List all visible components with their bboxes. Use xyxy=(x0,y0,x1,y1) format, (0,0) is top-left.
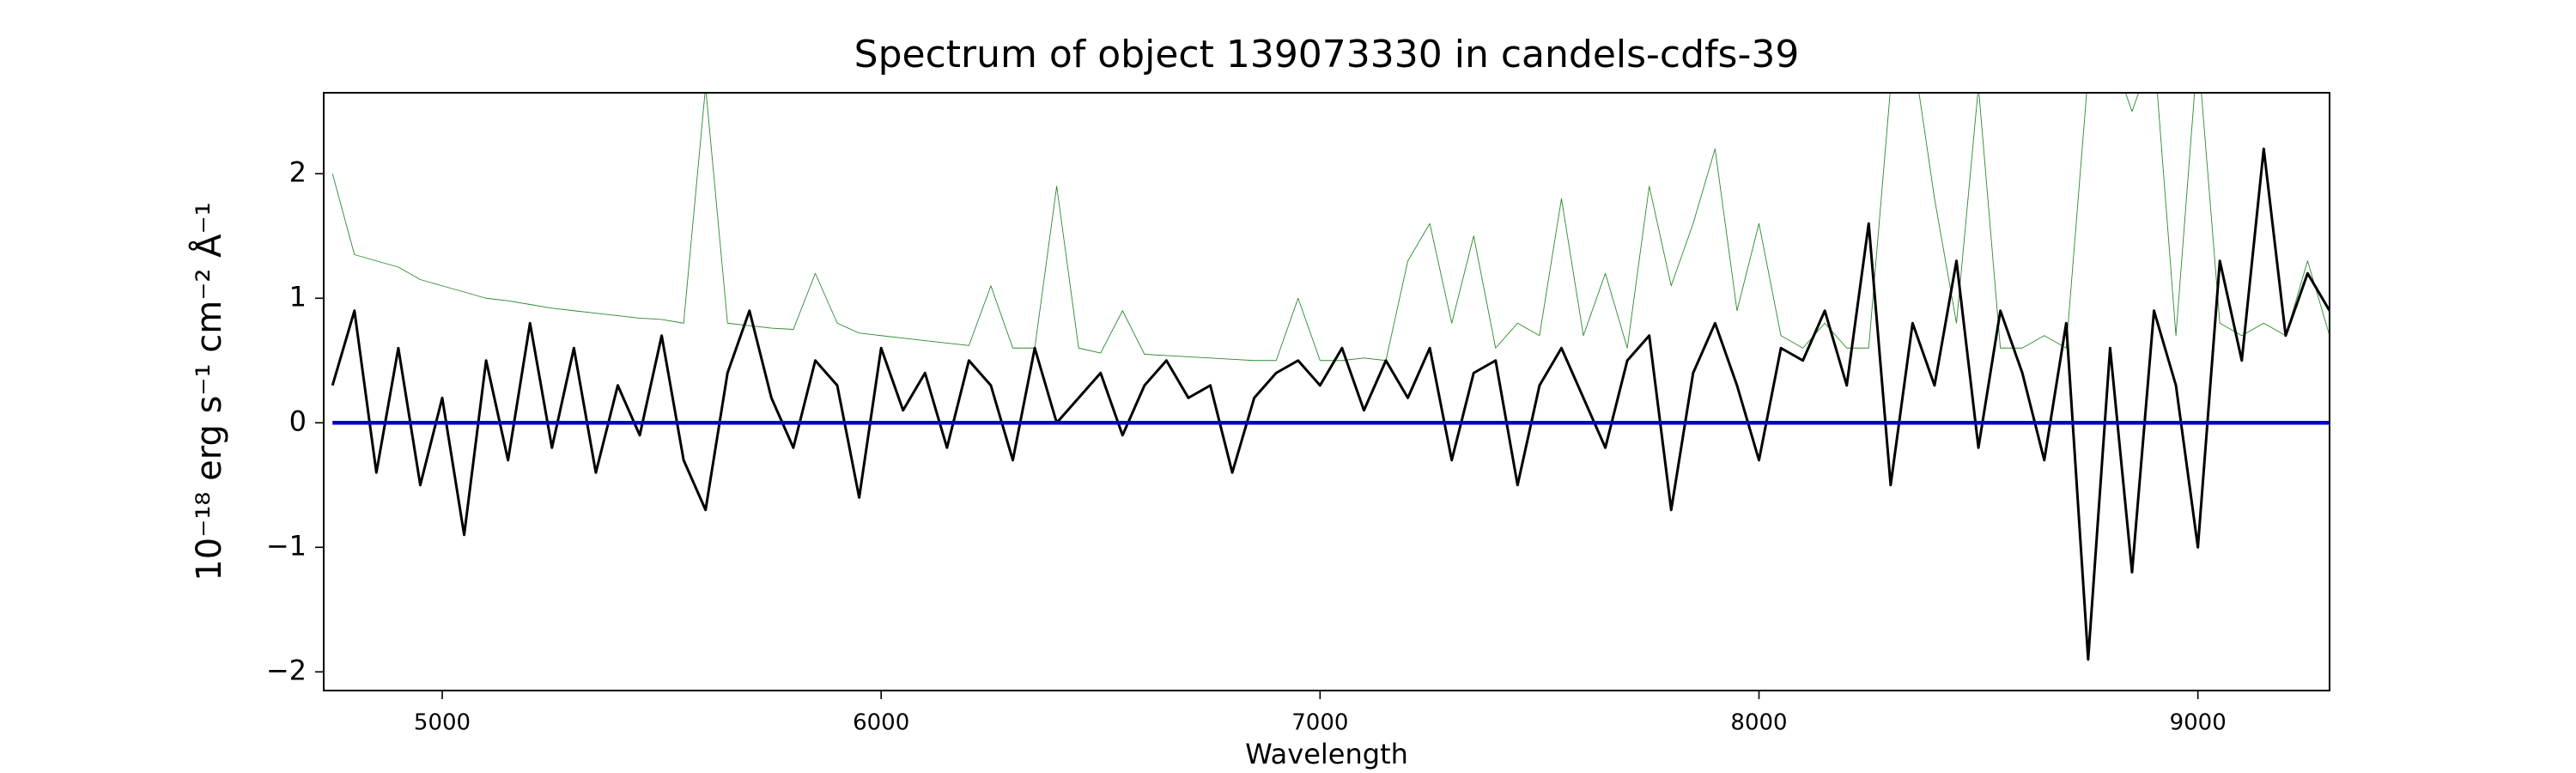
x-tick-label: 7000 xyxy=(1291,710,1348,736)
x-axis-label: Wavelength xyxy=(1245,738,1408,770)
y-tick-label: 0 xyxy=(289,405,307,437)
spectrum-line xyxy=(331,147,2330,661)
plot-lines xyxy=(331,93,2330,661)
x-tick-label: 9000 xyxy=(2170,710,2227,736)
plot-frame xyxy=(323,92,2330,691)
x-tick-label: 6000 xyxy=(853,710,909,736)
x-tick-label: 5000 xyxy=(414,710,471,736)
chart-title: Spectrum of object 139073330 in candels-… xyxy=(854,33,1800,76)
x-tick-label: 8000 xyxy=(1730,710,1787,736)
y-tick-label: −2 xyxy=(266,654,307,686)
y-tick-label: 1 xyxy=(289,280,307,313)
y-tick-label: −1 xyxy=(266,529,307,562)
y-axis-label: 10⁻¹⁸ erg s⁻¹ cm⁻² Å⁻¹ xyxy=(188,202,229,581)
y-tick-label: 2 xyxy=(289,155,307,188)
spectrum-line xyxy=(331,93,2330,362)
